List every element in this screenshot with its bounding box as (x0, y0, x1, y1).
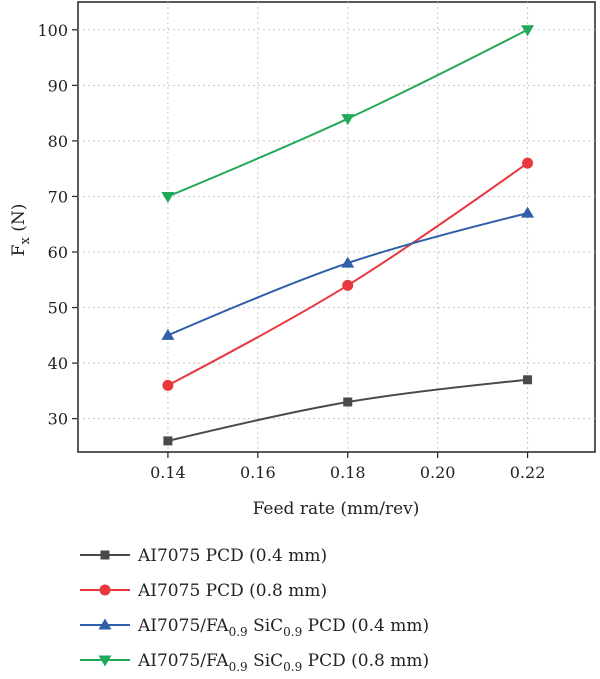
legend-marker-2 (99, 584, 111, 596)
data-point-3 (341, 256, 355, 268)
data-point-3 (521, 206, 535, 218)
grid (78, 2, 595, 452)
x-axis-label: Feed rate (mm/rev) (253, 499, 420, 519)
legend-entry-2: AI7075 PCD (0.8 mm) (137, 581, 327, 601)
y-tick-label: 30 (48, 410, 68, 429)
y-axis-label: Fx (N) (9, 204, 33, 257)
x-tick-label: 0.22 (510, 463, 546, 482)
y-tick-label: 90 (48, 76, 68, 95)
legend-marker-3 (98, 618, 112, 630)
x-tick-label: 0.20 (420, 463, 456, 482)
y-tick-label: 60 (48, 243, 68, 262)
data-point-4 (341, 114, 355, 126)
legend-marker-4 (98, 655, 112, 667)
data-point-2 (162, 379, 174, 391)
data-point-3 (161, 328, 175, 340)
x-tick-label: 0.16 (240, 463, 276, 482)
legend: AI7075 PCD (0.4 mm) AI7075 PCD (0.8 mm) AI… (80, 546, 429, 674)
plot-area (77, 1, 596, 453)
data-point-1 (163, 436, 173, 446)
y-tick-label: 80 (48, 132, 68, 151)
legend-entry-3: AI7075/FA0.9 SiC0.9 PCD (0.4 mm) (137, 616, 429, 639)
y-tick-label: 40 (48, 354, 68, 373)
y-tick-label: 70 (48, 187, 68, 206)
series-group (161, 25, 535, 446)
data-point-1 (343, 397, 353, 407)
y-tick-label: 100 (37, 21, 68, 40)
data-point-4 (161, 191, 175, 203)
legend-entry-4: AI7075/FA0.9 SiC0.9 PCD (0.8 mm) (137, 651, 429, 674)
x-tick-label: 0.14 (150, 463, 186, 482)
ticks: 30 40 50 60 70 80 90 100 0.14 0.16 0.18 0.20 0.22 (37, 21, 545, 482)
data-point-2 (522, 157, 534, 169)
data-point-1 (523, 375, 533, 385)
legend-marker-1 (100, 550, 110, 560)
y-tick-label: 50 (48, 299, 68, 318)
data-point-4 (521, 25, 535, 37)
data-point-2 (342, 279, 354, 291)
x-tick-label: 0.18 (330, 463, 366, 482)
legend-entry-1: AI7075 PCD (0.4 mm) (137, 546, 327, 566)
